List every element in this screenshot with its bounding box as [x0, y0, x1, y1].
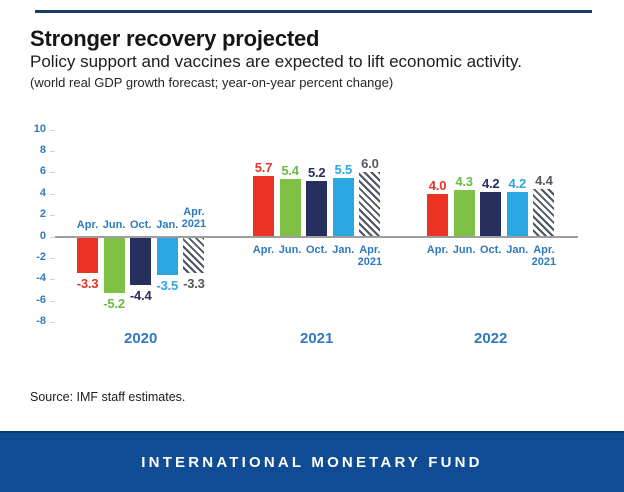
chart-title: Stronger recovery projected	[30, 26, 320, 51]
y-tick-label: -8	[36, 315, 46, 328]
bar-2022-Oct	[480, 191, 502, 237]
y-tick-label: 0	[39, 229, 46, 242]
y-tick-mark	[50, 236, 55, 238]
bar-2020-Jun	[103, 237, 125, 294]
bar-2022-Jun	[453, 190, 475, 237]
y-tick-label: 2	[39, 208, 46, 221]
bar-2021-Jun	[279, 178, 301, 237]
bar-2021-Jan	[332, 177, 354, 237]
bar-2020-Apr	[77, 237, 98, 273]
bar-month-label: Apr.	[76, 218, 99, 231]
bar-value-label: -3.5	[156, 277, 179, 293]
y-tick-label: -4	[36, 272, 46, 285]
bar-month-label: Jan.	[506, 243, 529, 256]
bar-2020-Apr2021	[183, 237, 205, 273]
bar-value-label: 6.0	[361, 156, 379, 172]
footer-band: INTERNATIONAL MONETARY FUND	[0, 431, 624, 492]
bar-value-label: 5.4	[281, 162, 299, 178]
y-tick-label: 6	[39, 165, 46, 178]
bar-value-label: 4.2	[481, 175, 500, 191]
top-rule	[35, 10, 592, 13]
year-label: 2020	[124, 330, 158, 347]
year-label: 2021	[300, 330, 334, 347]
bar-month-label: Jun.	[102, 218, 126, 231]
year-label: 2022	[474, 330, 508, 347]
bar-month-label: Jun.	[452, 243, 476, 256]
bar-month-label: Oct.	[305, 243, 328, 256]
y-tick-label: 4	[39, 186, 46, 199]
bar-month-label: Oct.	[479, 243, 502, 256]
bar-2021-Apr2021	[359, 172, 381, 237]
y-tick-mark	[50, 257, 55, 259]
bar-value-label: -3.3	[76, 275, 99, 291]
bar-value-label: 5.7	[254, 159, 273, 175]
bar-value-label: 4.0	[428, 177, 447, 193]
bar-value-label: 5.5	[334, 161, 353, 177]
bar-value-label: -3.3	[183, 275, 205, 291]
bar-2022-Apr	[427, 193, 448, 237]
bar-month-label: Apr.	[426, 243, 449, 256]
y-tick-mark	[50, 215, 55, 217]
bar-month-label: Jan.	[156, 218, 179, 231]
bar-value-label: 4.3	[455, 174, 473, 190]
bar-value-label: 5.2	[307, 164, 326, 180]
y-tick-mark	[50, 300, 55, 302]
bar-month-label: Apr. 2021	[181, 205, 207, 231]
y-tick-mark	[50, 150, 55, 152]
bar-2020-Oct	[130, 237, 152, 285]
bar-month-label: Apr. 2021	[357, 243, 383, 269]
y-tick-label: -2	[36, 250, 46, 263]
chart-subtitle: Policy support and vaccines are expected…	[30, 52, 522, 71]
bar-value-label: 4.2	[508, 175, 527, 191]
y-tick-mark	[50, 172, 55, 174]
y-tick-mark	[50, 129, 55, 131]
chart-unit-note: (world real GDP growth forecast; year-on…	[30, 75, 394, 90]
chart: 10 8 6 4 2 0 -2 -4 -6 -8 -3.3 Apr. -5.2 Jun. -4.4 Oct. -…	[33, 122, 578, 347]
y-tick-label: 8	[39, 143, 46, 156]
bar-2022-Apr2021	[533, 189, 555, 237]
y-tick-label: 10	[33, 122, 46, 135]
y-tick-mark	[50, 322, 55, 324]
bar-value-label: -4.4	[129, 287, 152, 303]
bar-2021-Oct	[306, 180, 328, 237]
bar-2020-Jan	[156, 237, 178, 275]
y-tick-label: -6	[36, 293, 46, 306]
bar-month-label: Apr. 2021	[531, 243, 557, 269]
bar-month-label: Jun.	[278, 243, 302, 256]
bar-value-label: -5.2	[103, 296, 125, 312]
bar-month-label: Jan.	[332, 243, 355, 256]
y-tick-mark	[50, 279, 55, 281]
bar-month-label: Oct.	[129, 218, 152, 231]
footer-wordmark: INTERNATIONAL MONETARY FUND	[141, 454, 483, 471]
source-note: Source: IMF staff estimates.	[30, 390, 186, 404]
bar-month-label: Apr.	[252, 243, 275, 256]
bar-2021-Apr	[253, 175, 274, 237]
bar-2022-Jan	[506, 191, 528, 237]
zero-axis-line	[55, 235, 578, 238]
y-tick-mark	[50, 193, 55, 195]
bar-value-label: 4.4	[535, 173, 553, 189]
